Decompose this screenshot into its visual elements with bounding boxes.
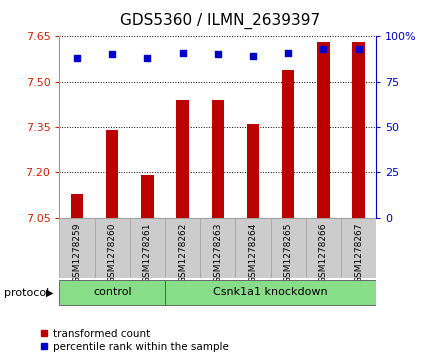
Bar [212, 100, 224, 218]
Bar [247, 124, 259, 218]
Bar [317, 42, 330, 218]
Bar [176, 100, 189, 218]
Text: GSM1278259: GSM1278259 [73, 223, 81, 283]
Text: GSM1278264: GSM1278264 [249, 223, 257, 283]
Text: Csnk1a1 knockdown: Csnk1a1 knockdown [213, 287, 328, 297]
Point [73, 55, 81, 61]
Text: GSM1278262: GSM1278262 [178, 223, 187, 283]
Point [285, 50, 292, 56]
Bar [282, 70, 294, 218]
Bar [59, 280, 165, 305]
Legend: transformed count, percentile rank within the sample: transformed count, percentile rank withi… [36, 325, 233, 356]
Bar [141, 175, 154, 218]
Point [179, 50, 186, 56]
Bar [352, 42, 365, 218]
Text: GSM1278267: GSM1278267 [354, 223, 363, 283]
Text: GDS5360 / ILMN_2639397: GDS5360 / ILMN_2639397 [120, 13, 320, 29]
Point [355, 46, 362, 52]
Point [214, 52, 221, 57]
Text: GSM1278263: GSM1278263 [213, 223, 222, 283]
Bar [106, 130, 118, 218]
Text: GSM1278261: GSM1278261 [143, 223, 152, 283]
Text: GSM1278266: GSM1278266 [319, 223, 328, 283]
Point [320, 46, 327, 52]
Bar [71, 193, 83, 218]
Text: GSM1278260: GSM1278260 [108, 223, 117, 283]
Bar [165, 280, 376, 305]
Point [144, 55, 151, 61]
Text: protocol: protocol [4, 288, 50, 298]
Text: GSM1278265: GSM1278265 [284, 223, 293, 283]
Point [109, 52, 116, 57]
Text: ▶: ▶ [45, 288, 53, 298]
Text: control: control [93, 287, 132, 297]
Point [249, 53, 257, 59]
